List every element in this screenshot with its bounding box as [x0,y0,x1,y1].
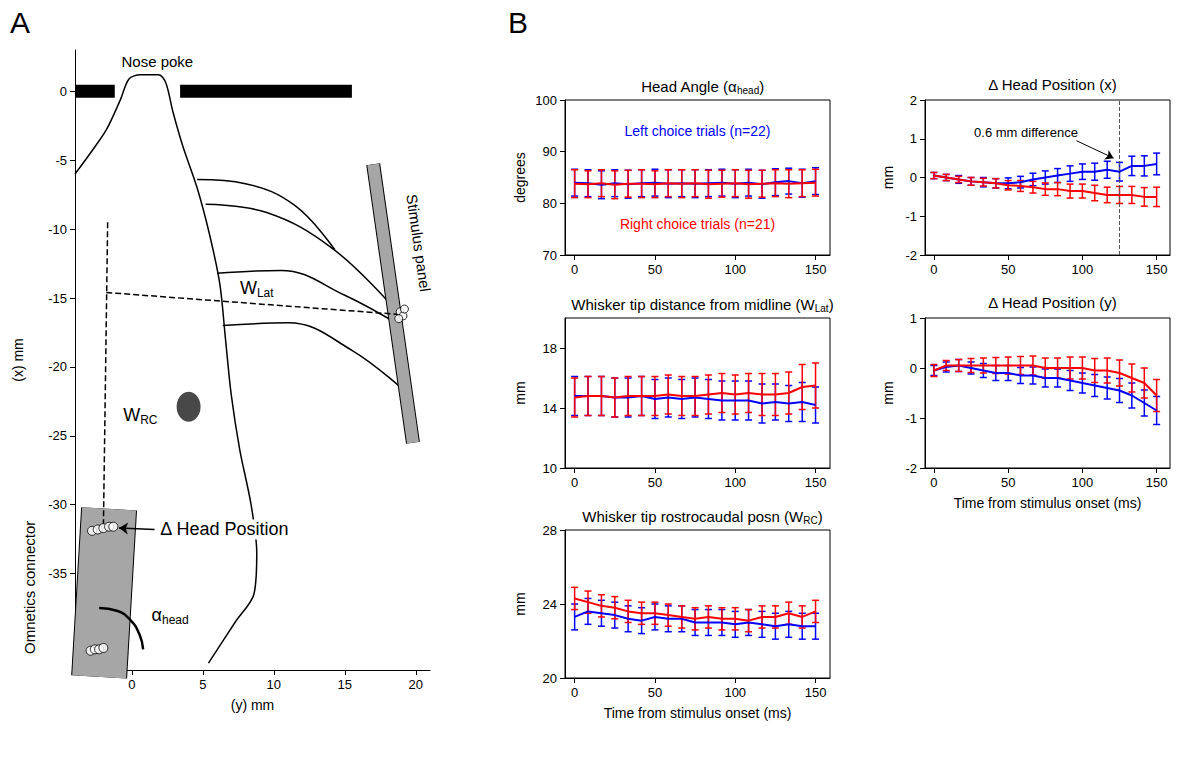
svg-text:RC: RC [803,515,817,526]
svg-text:Head Angle (α: Head Angle (α [641,78,737,95]
svg-text:0: 0 [571,262,578,277]
svg-text:70: 70 [543,248,557,263]
svg-text:RC: RC [140,413,158,427]
svg-text:100: 100 [1072,262,1094,277]
svg-text:mm: mm [512,592,528,615]
svg-text:150: 150 [805,475,827,490]
svg-text:80: 80 [543,196,557,211]
svg-text:Lat: Lat [815,303,829,314]
svg-text:50: 50 [648,475,662,490]
svg-text:0: 0 [128,677,135,692]
svg-text:2: 2 [910,93,917,108]
svg-text:-2: -2 [905,248,917,263]
svg-text:Stimulus panel: Stimulus panel [403,193,434,293]
svg-text:Omnetics connector: Omnetics connector [21,521,38,654]
svg-text:0: 0 [60,84,67,99]
svg-text:W: W [123,405,140,425]
svg-text:14: 14 [543,401,557,416]
svg-text:50: 50 [1001,475,1015,490]
svg-text:Time from stimulus onset (ms): Time from stimulus onset (ms) [604,705,792,721]
svg-text:Left choice trials (n=22): Left choice trials (n=22) [625,123,771,139]
svg-text:150: 150 [1146,262,1168,277]
svg-text:150: 150 [805,262,827,277]
svg-text:Δ Head Position: Δ Head Position [160,519,288,539]
svg-text:0: 0 [930,475,937,490]
svg-text:50: 50 [648,685,662,700]
svg-text:mm: mm [880,166,896,189]
svg-text:-1: -1 [905,209,917,224]
svg-text:1: 1 [910,131,917,146]
svg-text:): ) [818,508,823,525]
svg-text:20: 20 [409,677,423,692]
svg-text:100: 100 [1072,475,1094,490]
svg-text:): ) [829,296,834,313]
svg-text:15: 15 [338,677,352,692]
svg-text:10: 10 [543,461,557,476]
svg-text:0: 0 [910,361,917,376]
svg-text:28: 28 [543,523,557,538]
svg-text:-15: -15 [48,291,67,306]
svg-text:150: 150 [805,685,827,700]
svg-text:Δ Head Position (y): Δ Head Position (y) [988,294,1116,311]
svg-text:90: 90 [543,144,557,159]
svg-text:18: 18 [543,341,557,356]
svg-text:0: 0 [910,170,917,185]
svg-text:Δ Head Position (x): Δ Head Position (x) [988,76,1116,93]
svg-text:-30: -30 [48,497,67,512]
svg-text:1: 1 [910,311,917,326]
svg-text:Whisker tip rostrocaudal posn: Whisker tip rostrocaudal posn (W [582,508,804,525]
svg-text:head: head [737,85,759,96]
svg-text:150: 150 [1146,475,1168,490]
svg-text:Nose poke: Nose poke [122,53,194,70]
svg-text:-10: -10 [48,222,67,237]
svg-text:head: head [162,613,189,627]
svg-text:B: B [508,6,528,39]
svg-text:0: 0 [930,262,937,277]
svg-text:50: 50 [1001,262,1015,277]
svg-text:10: 10 [267,677,281,692]
svg-text:(x) mm: (x) mm [10,338,26,382]
svg-text:100: 100 [724,685,746,700]
svg-text:0: 0 [571,475,578,490]
svg-text:100: 100 [535,93,557,108]
svg-text:0.6 mm difference: 0.6 mm difference [974,125,1078,140]
svg-text:Right choice trials (n=21): Right choice trials (n=21) [620,216,775,232]
svg-text:100: 100 [724,475,746,490]
svg-text:-35: -35 [48,566,67,581]
svg-text:20: 20 [543,671,557,686]
svg-text:degrees: degrees [512,152,528,203]
svg-text:-2: -2 [905,461,917,476]
svg-text:): ) [759,78,764,95]
svg-text:(y) mm: (y) mm [231,697,275,713]
svg-text:-5: -5 [55,153,67,168]
svg-text:100: 100 [724,262,746,277]
svg-text:5: 5 [199,677,206,692]
svg-text:Whisker tip distance from midl: Whisker tip distance from midline (W [571,296,815,313]
svg-text:-25: -25 [48,428,67,443]
svg-text:mm: mm [512,381,528,404]
svg-text:mm: mm [880,381,896,404]
svg-text:50: 50 [648,262,662,277]
svg-text:24: 24 [543,597,557,612]
svg-text:A: A [10,6,30,39]
svg-text:0: 0 [571,685,578,700]
svg-text:α: α [152,605,162,625]
svg-text:W: W [240,278,257,298]
svg-text:-20: -20 [48,359,67,374]
svg-text:Lat: Lat [257,286,274,300]
svg-text:Time from stimulus onset (ms): Time from stimulus onset (ms) [954,495,1142,511]
svg-text:-1: -1 [905,411,917,426]
